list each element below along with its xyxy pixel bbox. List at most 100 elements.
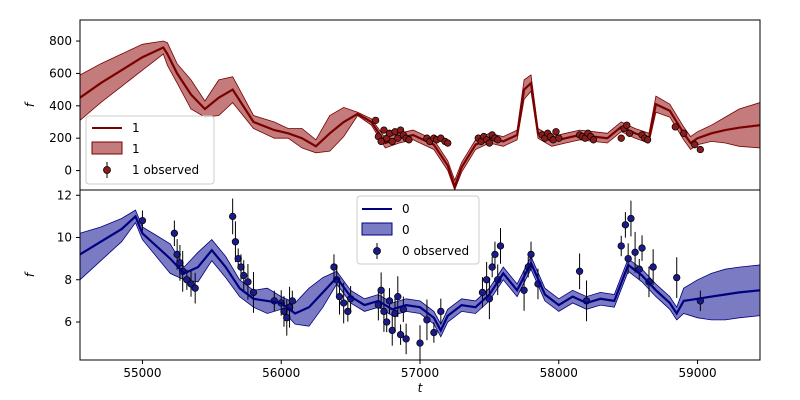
- bottom-observed-point: [283, 314, 291, 322]
- top-observed-point: [643, 136, 652, 144]
- top-legend: 1 1 1 observed: [85, 115, 215, 185]
- bottom-observed-point: [383, 318, 391, 326]
- top-observed-point: [696, 145, 704, 154]
- bottom-x-tick-label: 55000: [123, 366, 161, 380]
- bottom-legend-observed-label: 0 observed: [402, 244, 469, 258]
- bottom-observed-point: [385, 297, 394, 305]
- bottom-observed-point: [280, 307, 288, 316]
- top-legend-band-label: 1: [132, 142, 140, 156]
- bottom-observed-point: [437, 307, 445, 316]
- top-y-tick-label: 0: [64, 164, 72, 178]
- bottom-observed-point: [621, 221, 630, 229]
- bottom-legend: 0 0 0 observed: [356, 195, 480, 265]
- bottom-observed-point: [402, 335, 410, 343]
- top-observed-point: [405, 136, 413, 144]
- bottom-observed-point: [240, 271, 248, 280]
- top-y-tick-label: 200: [49, 131, 72, 145]
- bottom-legend-band-swatch: [361, 222, 393, 236]
- bottom-observed-point: [394, 292, 402, 301]
- bottom-observed-point: [344, 307, 352, 316]
- top-y-tick-label: 600: [49, 66, 72, 80]
- top-observed-point: [691, 141, 699, 149]
- top-observed-point: [371, 116, 380, 125]
- top-observed-point: [380, 126, 388, 134]
- bottom-observed-point: [491, 250, 499, 259]
- bottom-observed-point: [416, 339, 424, 347]
- bottom-observed-point: [377, 286, 385, 294]
- bottom-observed-point: [191, 284, 199, 292]
- bottom-observed-point: [527, 250, 535, 259]
- bottom-x-tick-label: 57000: [401, 366, 439, 380]
- bottom-observed-point: [423, 316, 431, 324]
- top-observed-point: [671, 123, 679, 131]
- top-observed-point: [494, 136, 502, 144]
- bottom-observed-point: [231, 238, 240, 246]
- top-observed-point: [589, 136, 598, 144]
- bottom-x-tick-label: 56000: [262, 366, 300, 380]
- bottom-observed-point: [237, 263, 245, 271]
- top-legend-band-swatch: [91, 141, 123, 155]
- top-legend-observed-label: 1 observed: [132, 163, 199, 177]
- bottom-y-axis-label: f: [23, 271, 37, 277]
- top-y-tick-label: 800: [49, 34, 72, 48]
- top-observed-point: [617, 134, 625, 142]
- x-axis-label: t: [418, 381, 424, 395]
- bottom-observed-point: [617, 242, 625, 250]
- top-observed-point: [555, 134, 563, 142]
- bottom-observed-point: [388, 326, 396, 335]
- bottom-observed-point: [649, 263, 657, 271]
- bottom-observed-point: [624, 254, 632, 263]
- bottom-observed-point: [340, 299, 348, 307]
- bottom-observed-point: [478, 288, 487, 297]
- bottom-observed-point: [631, 248, 639, 256]
- bottom-observed-point: [673, 273, 681, 282]
- top-observed-point: [680, 129, 688, 137]
- bottom-observed-point: [244, 278, 252, 286]
- bottom-observed-point: [575, 267, 584, 275]
- bottom-observed-point: [488, 263, 496, 271]
- bottom-observed-point: [335, 292, 344, 301]
- bottom-y-tick-label: 6: [64, 315, 72, 329]
- bottom-observed-point: [391, 309, 399, 318]
- top-observed-point: [388, 137, 396, 146]
- bottom-observed-point: [288, 297, 296, 305]
- top-observed-point: [623, 121, 631, 129]
- top-y-tick-label: 400: [49, 99, 72, 113]
- top-legend-observed-marker: [103, 166, 111, 174]
- top-observed-point: [552, 128, 560, 136]
- top-observed-point: [394, 134, 402, 142]
- bottom-y-tick-label: 10: [57, 231, 72, 245]
- bottom-y-tick-label: 12: [57, 188, 72, 202]
- bottom-observed-point: [627, 214, 635, 223]
- top-legend-line-label: 1: [132, 121, 140, 135]
- bottom-legend-observed-marker: [373, 247, 381, 255]
- bottom-observed-point: [249, 288, 258, 297]
- bottom-observed-point: [430, 328, 438, 337]
- bottom-observed-point: [138, 216, 147, 225]
- bottom-observed-point: [229, 212, 237, 221]
- bottom-observed-point: [482, 276, 491, 284]
- top-panel: 0 200 400 600 800 f 1 1 1 observed: [23, 19, 761, 194]
- bottom-observed-point: [330, 263, 338, 271]
- bottom-observed-point: [170, 229, 179, 237]
- bottom-x-tick-label: 59000: [678, 366, 716, 380]
- bottom-panel: 6 8 10 12 55000 56000 57000 58000 59000 f t 0 0…: [23, 188, 761, 395]
- top-observed-point: [625, 129, 634, 137]
- bottom-legend-line-label: 0: [402, 202, 410, 216]
- bottom-observed-point: [176, 259, 184, 267]
- bottom-model-line: [79, 214, 761, 333]
- bottom-y-tick-label: 8: [64, 273, 72, 287]
- bottom-observed-point: [396, 331, 405, 339]
- bottom-observed-point: [234, 254, 242, 263]
- bottom-observed-point: [380, 307, 388, 316]
- bottom-observed-point: [173, 250, 181, 259]
- top-y-axis-label: f: [23, 101, 37, 107]
- bottom-legend-band-label: 0: [402, 223, 410, 237]
- bottom-observed-point: [638, 244, 646, 252]
- bottom-observed-point: [520, 286, 528, 294]
- bottom-observed-point: [496, 242, 505, 250]
- top-observed-point: [377, 137, 385, 146]
- top-observed-point: [444, 139, 452, 147]
- bottom-x-tick-label: 58000: [540, 366, 578, 380]
